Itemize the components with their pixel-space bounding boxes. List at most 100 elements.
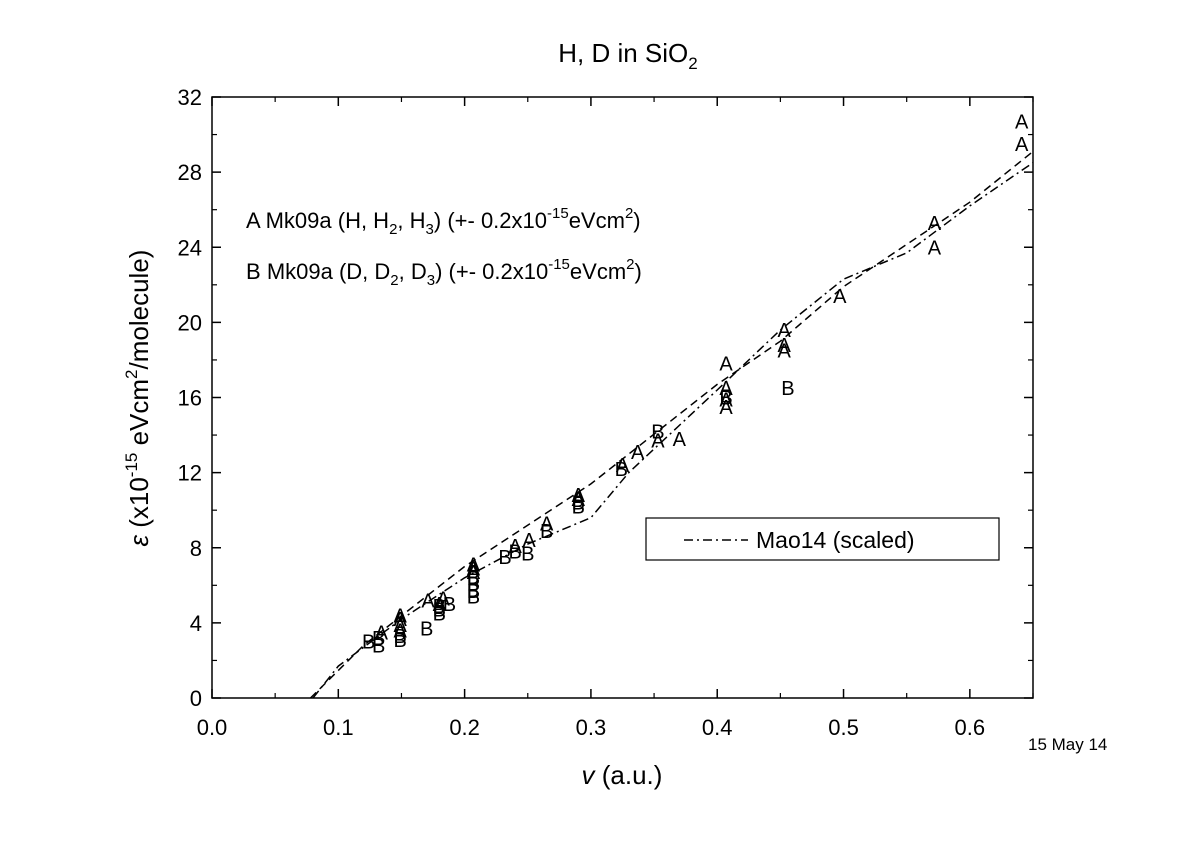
data-point-b: B (394, 630, 407, 652)
data-point-b: B (433, 596, 446, 618)
legend-label-mao14: Mao14 (scaled) (756, 527, 915, 553)
y-tick-label: 24 (178, 235, 202, 260)
annotation-b-sup1: -15 (548, 256, 570, 273)
data-point-b: B (362, 632, 375, 654)
legend: Mao14 (scaled) (645, 517, 1000, 561)
annotation-b-symbol: B (246, 259, 261, 284)
annotation-b-sub2: 3 (427, 272, 435, 289)
annotation-b-mid: , D (399, 259, 427, 284)
annotation-b-sup2: 2 (626, 256, 634, 273)
x-tick-label: 0.5 (828, 715, 859, 740)
data-point-b: B (372, 635, 385, 657)
data-point-b: B (498, 547, 511, 569)
data-point-b: B (420, 619, 433, 641)
annotation-a: A Mk09a (H, H2, H3) (+- 0.2x10-15eVcm2) (246, 205, 641, 238)
y-tick-label: 0 (190, 686, 202, 711)
data-point-b: B (433, 603, 446, 625)
data-point-a: A (394, 605, 408, 627)
annotation-a-sub2: 3 (426, 221, 434, 238)
data-point-a: A (778, 320, 792, 342)
y-axis-variable: ε (124, 534, 154, 546)
chart-title-main: H, D in SiO (558, 38, 688, 68)
x-tick-label: 0.6 (955, 715, 986, 740)
y-axis-unit-start: (x10 (124, 477, 154, 528)
data-point-b: B (467, 587, 480, 609)
data-point-b: B (540, 521, 553, 543)
y-tick-label: 16 (178, 386, 202, 411)
data-point-a: A (540, 513, 554, 535)
data-point-b: B (719, 388, 732, 410)
data-point-a: A (1015, 134, 1029, 156)
data-point-a: A (421, 590, 435, 612)
data-point-a: A (928, 213, 942, 235)
annotations: A Mk09a (H, H2, H3) (+- 0.2x10-15eVcm2) … (246, 205, 642, 289)
data-point-b: B (572, 493, 585, 515)
y-tick-label: 4 (190, 611, 202, 636)
data-point-a: A (673, 429, 687, 451)
data-point-b: B (521, 543, 534, 565)
series-line-dashed (309, 150, 1034, 699)
data-point-a: A (651, 431, 665, 453)
data-point-a: A (631, 442, 645, 464)
data-point-a: A (394, 620, 408, 642)
x-axis-unit: (a.u.) (595, 760, 663, 790)
annotation-a-sub1: 2 (389, 221, 397, 238)
data-point-a: A (572, 485, 586, 507)
data-point-a: A (467, 562, 481, 584)
data-point-a: A (375, 622, 389, 644)
series-lines (309, 150, 1034, 699)
data-point-a: A (719, 378, 733, 400)
annotation-a-tail2: eVcm (569, 208, 625, 233)
date-stamp: 15 May 14 (1028, 735, 1107, 754)
y-axis-title: ε (x10-15 eVcm2/molecule) (122, 250, 154, 547)
annotation-b-tail2: eVcm (570, 259, 626, 284)
data-point-a: A (436, 588, 450, 610)
data-point-a: A (522, 530, 536, 552)
data-point-a: A (719, 354, 733, 376)
y-tick-label: 8 (190, 536, 202, 561)
data-point-b: B (467, 581, 480, 603)
annotation-a-end: ) (633, 208, 640, 233)
data-point-a: A (616, 455, 630, 477)
annotation-b-label: Mk09a (D, D (267, 259, 390, 284)
data-point-b: B (572, 496, 585, 518)
annotation-a-sup2: 2 (625, 205, 633, 222)
data-point-b: B (443, 594, 456, 616)
x-tick-label: 0.0 (197, 715, 228, 740)
data-point-b: B (467, 568, 480, 590)
y-tick-label: 12 (178, 461, 202, 486)
y-tick-label: 32 (178, 85, 202, 110)
data-point-b: B (372, 628, 385, 650)
data-point-b: B (781, 378, 794, 400)
y-tick-label: 20 (178, 310, 202, 335)
y-axis-unit-middle: eVcm (124, 379, 154, 453)
x-axis-ticks: 0.0 0.1 0.2 0.3 0.4 0.5 0.6 (197, 97, 1034, 740)
annotation-a-sup1: -15 (547, 205, 569, 222)
annotation-a-mid: , H (397, 208, 425, 233)
data-point-b: B (615, 459, 628, 481)
x-tick-label: 0.4 (702, 715, 733, 740)
data-point-a: A (833, 286, 847, 308)
plot-frame (211, 96, 1034, 699)
data-point-a: A (778, 335, 792, 357)
y-axis-unit-exponent: -15 (122, 453, 141, 478)
series-line-mao14 (312, 162, 1034, 699)
legend-box (645, 517, 1000, 561)
annotation-a-label: Mk09a (H, H (266, 208, 389, 233)
data-point-a: A (433, 594, 447, 616)
data-point-a: A (394, 609, 408, 631)
annotation-a-tail: ) (+- 0.2x10 (434, 208, 547, 233)
annotation-b-end: ) (635, 259, 642, 284)
data-point-a: A (719, 397, 733, 419)
x-axis-variable: v (582, 760, 597, 790)
annotation-b-sub1: 2 (390, 272, 398, 289)
annotation-a-symbol: A (246, 208, 261, 233)
y-axis-unit-exponent-2: 2 (122, 369, 141, 378)
data-point-a: A (572, 489, 586, 511)
data-point-b: B (467, 573, 480, 595)
x-tick-label: 0.1 (323, 715, 354, 740)
data-point-a: A (467, 558, 481, 580)
